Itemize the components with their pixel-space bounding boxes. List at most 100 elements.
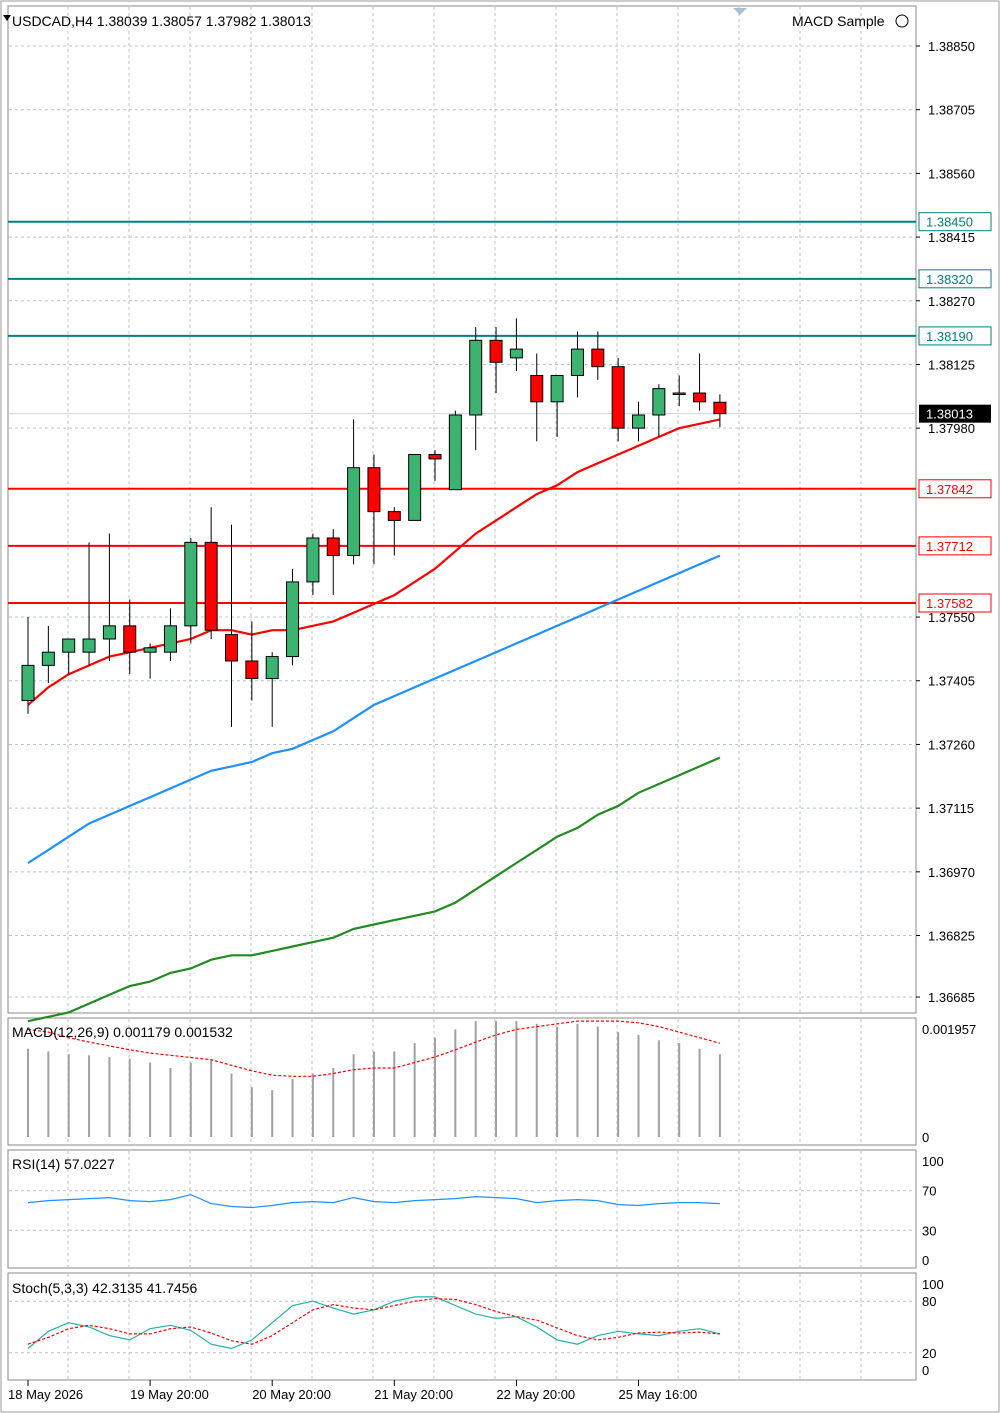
moving-average-line-2 — [27, 756, 721, 1023]
candle-body-2 — [62, 638, 76, 653]
stoch-tick-label-0: 100 — [922, 1277, 944, 1292]
candle-body-3 — [82, 638, 96, 653]
candle-body-33 — [693, 392, 707, 403]
candle-body-28 — [591, 348, 605, 368]
smiley-icon — [895, 14, 909, 28]
moving-average-line-1 — [27, 554, 721, 864]
level-label-4: 1.37712 — [926, 539, 973, 554]
macd-signal-line — [27, 1020, 721, 1077]
candle-body-24 — [509, 348, 523, 359]
macd-tick-label-1: 0 — [922, 1130, 929, 1145]
candle-body-13 — [286, 581, 300, 658]
rsi-tick-label-1: 70 — [922, 1184, 936, 1199]
rsi-title: RSI(14) 57.0227 — [12, 1156, 115, 1172]
level-label-2: 1.38190 — [926, 329, 973, 344]
candle-body-14 — [306, 537, 320, 583]
candle-body-25 — [530, 374, 544, 403]
candle-body-4 — [102, 625, 116, 640]
grid-layer — [9, 7, 915, 1379]
level-badge-4 — [918, 536, 992, 556]
level-badge-1 — [918, 269, 992, 289]
price-tick-label-4: 1.38270 — [928, 294, 975, 309]
candle-body-6 — [143, 647, 157, 653]
price-tick-label-2: 1.38560 — [928, 166, 975, 181]
level-label-5: 1.37582 — [926, 596, 973, 611]
candle-body-32 — [672, 392, 686, 396]
candle-body-11 — [245, 660, 259, 680]
time-label-4: 22 May 20:00 — [496, 1387, 575, 1402]
candle-body-19 — [408, 454, 422, 521]
level-badge-2 — [918, 326, 992, 346]
candle-body-1 — [41, 651, 55, 666]
price-tick-label-10: 1.37115 — [928, 801, 974, 816]
candle-body-22 — [469, 339, 483, 416]
stoch-tick-label-2: 20 — [922, 1346, 936, 1361]
candle-body-20 — [428, 454, 442, 460]
time-label-3: 21 May 20:00 — [374, 1387, 453, 1402]
chart-title: USDCAD,H4 1.38039 1.38057 1.37982 1.3801… — [12, 13, 311, 29]
candle-body-27 — [570, 348, 584, 376]
candle-body-31 — [652, 388, 666, 416]
price-tick-label-7: 1.37550 — [928, 610, 975, 625]
candle-body-34 — [713, 401, 727, 415]
price-tick-label-12: 1.36825 — [928, 929, 975, 944]
price-tick-label-11: 1.36970 — [928, 865, 975, 880]
axes-layer: 1.38850 1.38705 1.38560 1.38415 1.38270 1.381… — [8, 39, 992, 1402]
pane-frame-1 — [7, 1017, 917, 1146]
level-badge-3 — [918, 479, 992, 499]
rsi-tick-label-0: 100 — [922, 1154, 944, 1169]
current-price-badge — [919, 404, 991, 423]
plot-layer — [8, 220, 916, 1350]
time-label-1: 19 May 20:00 — [130, 1387, 209, 1402]
candle-body-29 — [611, 366, 625, 429]
rsi-tick-label-2: 30 — [922, 1223, 936, 1238]
candle-body-12 — [265, 656, 279, 680]
pane-frame-2 — [7, 1149, 917, 1269]
candle-body-7 — [163, 625, 177, 653]
marker-triangle-icon — [733, 8, 747, 15]
time-label-0: 18 May 2026 — [8, 1387, 83, 1402]
pane-frame-3 — [7, 1272, 917, 1381]
price-tick-label-8: 1.37405 — [928, 674, 975, 689]
stoch-signal-line — [27, 1297, 720, 1345]
stoch-tick-label-1: 80 — [922, 1294, 936, 1309]
candle-body-17 — [367, 467, 381, 513]
time-label-5: 25 May 16:00 — [619, 1387, 698, 1402]
macd-tick-label-0: 0.001957 — [922, 1022, 976, 1037]
stoch-tick-label-3: 0 — [922, 1363, 929, 1378]
candle-body-15 — [326, 537, 340, 557]
price-tick-label-13: 1.36685 — [928, 990, 975, 1005]
macd-title: MACD(12,26,9) 0.001179 0.001532 — [12, 1024, 233, 1040]
level-label-1: 1.38320 — [926, 272, 973, 287]
price-tick-label-5: 1.38125 — [928, 357, 975, 372]
level-label-0: 1.38450 — [926, 215, 973, 230]
candle-body-18 — [387, 511, 401, 521]
current-price-label: 1.38013 — [926, 407, 973, 422]
stoch-title: Stoch(5,3,3) 42.3135 41.7456 — [12, 1280, 197, 1296]
stoch-main-line — [27, 1296, 721, 1350]
pane-frame-0 — [7, 5, 917, 1014]
candle-body-21 — [448, 414, 462, 491]
price-tick-label-9: 1.37260 — [928, 737, 975, 752]
rsi-line — [27, 1194, 720, 1209]
candle-body-26 — [550, 374, 564, 403]
expert-label: MACD Sample — [792, 13, 885, 29]
price-tick-label-3: 1.38415 — [928, 230, 975, 245]
candle-body-9 — [204, 541, 218, 631]
price-tick-label-6: 1.37980 — [928, 421, 975, 436]
rsi-tick-label-3: 0 — [922, 1253, 929, 1268]
candle-body-23 — [489, 339, 503, 363]
price-tick-label-0: 1.38850 — [928, 39, 975, 54]
dropdown-arrow-icon[interactable] — [3, 15, 11, 21]
level-label-3: 1.37842 — [926, 482, 973, 497]
price-tick-label-1: 1.38705 — [928, 103, 975, 118]
level-badge-5 — [918, 593, 992, 613]
moving-average-line-0 — [27, 418, 721, 706]
candle-body-5 — [123, 625, 137, 653]
candle-body-0 — [21, 664, 35, 702]
time-label-2: 20 May 20:00 — [252, 1387, 331, 1402]
candle-body-10 — [225, 634, 238, 662]
